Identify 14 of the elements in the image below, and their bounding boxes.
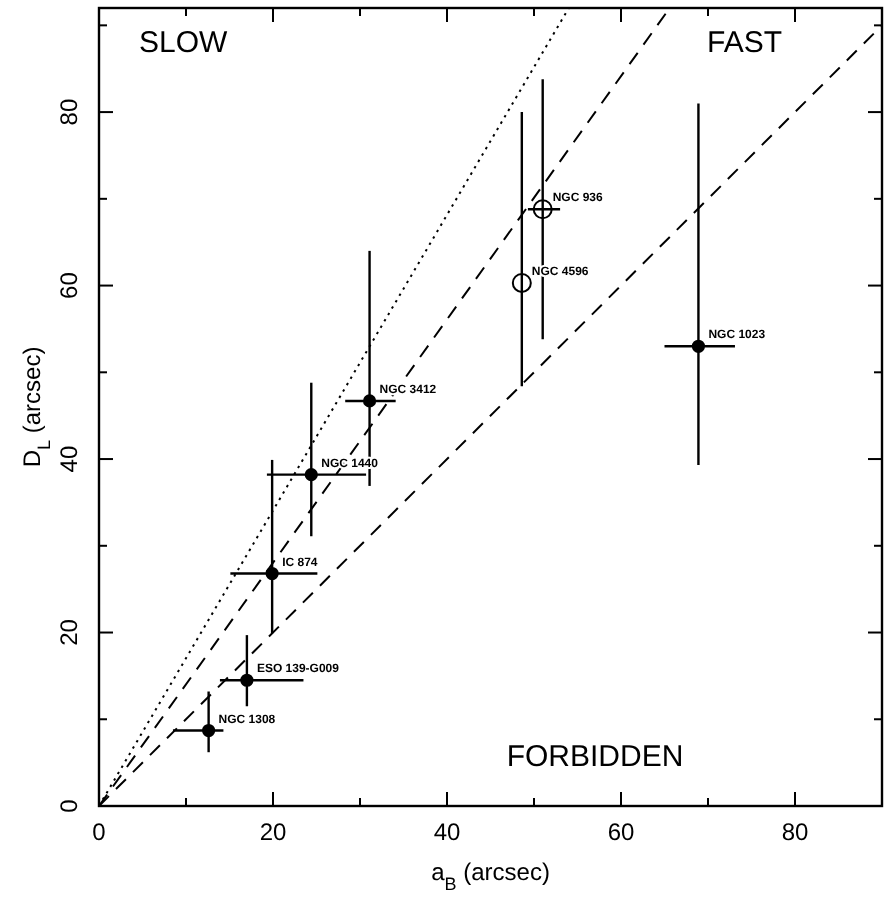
y-tick-label: 40	[55, 445, 83, 473]
x-tick-label: 60	[607, 818, 635, 846]
y-tick-label: 80	[55, 98, 83, 126]
x-tick-label: 20	[259, 818, 287, 846]
annotation: FORBIDDEN	[506, 740, 684, 774]
annotation: FAST	[706, 26, 782, 60]
x-tick-label: 40	[433, 818, 461, 846]
x-tick-label: 0	[92, 818, 107, 846]
annotation: SLOW	[139, 26, 230, 60]
x-tick-label: 80	[781, 818, 809, 846]
y-tick-label: 0	[55, 798, 83, 813]
y-tick-label: 20	[55, 618, 83, 646]
y-tick-label: 60	[55, 271, 83, 299]
x-axis-title: a$_{B}$ (arcsec)	[431, 858, 550, 894]
